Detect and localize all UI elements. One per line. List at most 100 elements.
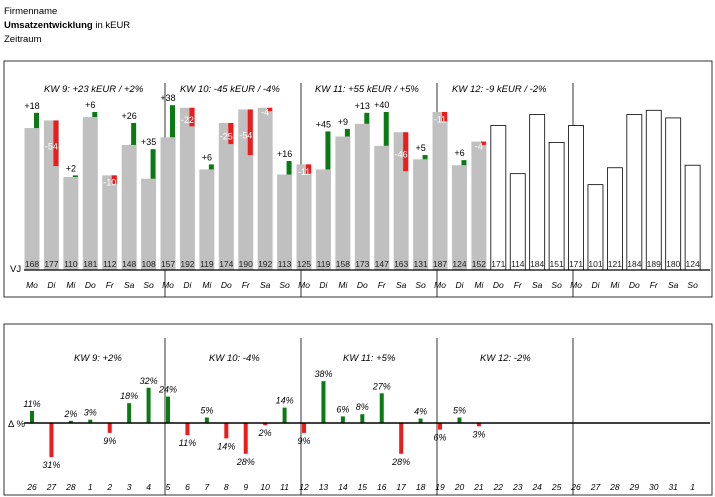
date-tick-label: 20 [454, 482, 465, 492]
date-tick-label: 18 [416, 482, 426, 492]
weekday-tick-label: Mo [298, 280, 310, 290]
percent-increase-bar [166, 396, 171, 423]
chart1-week-label: KW 10: -45 kEUR / -4% [180, 84, 280, 95]
date-tick-label: 1 [88, 482, 93, 492]
percent-value-label: 28% [236, 457, 255, 467]
prior-year-bar [121, 144, 137, 270]
delta-value-label: -54 [45, 141, 58, 151]
delta-value-label: -11 [434, 115, 446, 125]
prior-year-bar [257, 107, 273, 270]
future-prior-year-bar [568, 125, 584, 271]
date-tick-label: 22 [493, 482, 504, 492]
weekday-tick-label: Do [629, 280, 640, 290]
prior-year-value-label: 113 [278, 259, 292, 269]
percent-increase-bar [282, 407, 287, 423]
future-prior-year-bar [587, 184, 604, 271]
prior-year-bar [218, 122, 234, 270]
future-prior-year-bar [684, 164, 701, 271]
prior-year-bar [413, 159, 429, 270]
percent-value-label: 18% [120, 391, 138, 401]
prior-year-value-label: 192 [180, 259, 194, 269]
percent-decrease-bar [399, 423, 404, 454]
date-tick-label: 31 [668, 482, 678, 492]
prior-year-value-label: 119 [200, 259, 214, 269]
date-tick-label: 1 [690, 482, 695, 492]
delta-decrease-bar [442, 111, 448, 122]
delta-value-label: -11 [298, 167, 310, 177]
delta-increase-bar [170, 105, 176, 138]
prior-year-bar [471, 141, 487, 270]
delta-increase-bar [150, 149, 156, 179]
percent-value-label: 14% [276, 396, 294, 406]
delta-increase-bar [461, 160, 467, 166]
prior-year-value-label: 131 [414, 259, 428, 269]
prior-year-value-label: 190 [239, 259, 253, 269]
prior-year-bar [451, 165, 467, 270]
weekday-tick-label: So [279, 280, 290, 290]
prior-year-value-label: 184 [627, 259, 641, 269]
percent-decrease-bar [476, 423, 481, 427]
report-title: Umsatzentwicklung in kEUR [4, 20, 130, 31]
delta-increase-bar [72, 175, 78, 178]
date-tick-label: 3 [127, 482, 132, 492]
prior-year-bar [82, 117, 98, 271]
percent-increase-bar [68, 420, 73, 423]
chart1-frame [3, 60, 713, 298]
percent-decrease-bar [438, 423, 443, 430]
delta-increase-bar [325, 131, 331, 170]
prior-year-value-label: 181 [83, 259, 97, 269]
delta-decrease-bar [306, 164, 312, 174]
date-tick-label: 25 [551, 482, 562, 492]
prior-year-value-label: 177 [44, 259, 58, 269]
delta-value-label: -4 [475, 141, 483, 151]
delta-value-label: +9 [338, 117, 348, 127]
future-prior-year-bar [665, 117, 682, 271]
prior-year-value-label: 171 [569, 259, 583, 269]
delta-value-label: +18 [24, 101, 39, 111]
period-label: Zeitraum [4, 34, 42, 45]
prior-year-value-label: 121 [608, 259, 622, 269]
percent-decrease-bar [107, 423, 112, 433]
delta-increase-bar [383, 111, 389, 146]
percent-increase-bar [457, 417, 462, 423]
weekday-tick-label: So [143, 280, 154, 290]
chart1-row-label: VJ [10, 264, 21, 275]
date-tick-label: 12 [299, 482, 309, 492]
report-title-unit: in kEUR [92, 20, 131, 31]
chart2-week-label: KW 11: +5% [343, 353, 396, 364]
delta-value-label: -54 [239, 130, 252, 140]
weekday-tick-label: Sa [532, 280, 543, 290]
delta-value-label: -25 [220, 132, 233, 142]
prior-year-value-label: 192 [258, 259, 272, 269]
delta-value-label: +6 [202, 152, 212, 162]
percent-value-label: 6% [434, 433, 447, 443]
date-tick-label: 4 [146, 482, 151, 492]
percent-value-label: 5% [453, 406, 466, 416]
date-tick-label: 27 [46, 482, 57, 492]
delta-value-label: -4 [261, 107, 269, 117]
future-prior-year-bar [509, 173, 526, 271]
percent-decrease-bar [185, 423, 190, 436]
delta-value-label: +5 [415, 143, 425, 153]
weekday-tick-label: Do [493, 280, 504, 290]
percent-value-label: 2% [258, 428, 272, 438]
weekday-tick-label: Sa [124, 280, 135, 290]
date-tick-label: 13 [319, 482, 329, 492]
delta-decrease-bar [247, 109, 253, 156]
prior-year-bar [102, 175, 118, 270]
delta-value-label: -22 [181, 115, 194, 125]
prior-year-value-label: 151 [550, 259, 564, 269]
weekday-tick-label: Sa [396, 280, 407, 290]
delta-value-label: -46 [395, 150, 408, 160]
percent-increase-bar [146, 387, 151, 423]
percent-value-label: 31% [42, 460, 60, 470]
delta-value-label: +13 [355, 101, 370, 111]
prior-year-bar [354, 123, 370, 270]
delta-increase-bar [422, 155, 428, 160]
date-tick-label: 8 [224, 482, 229, 492]
chart2-week-label: KW 12: -2% [480, 353, 531, 364]
weekday-tick-label: Do [221, 280, 232, 290]
percent-increase-bar [360, 414, 365, 423]
weekday-tick-label: Di [319, 280, 328, 290]
